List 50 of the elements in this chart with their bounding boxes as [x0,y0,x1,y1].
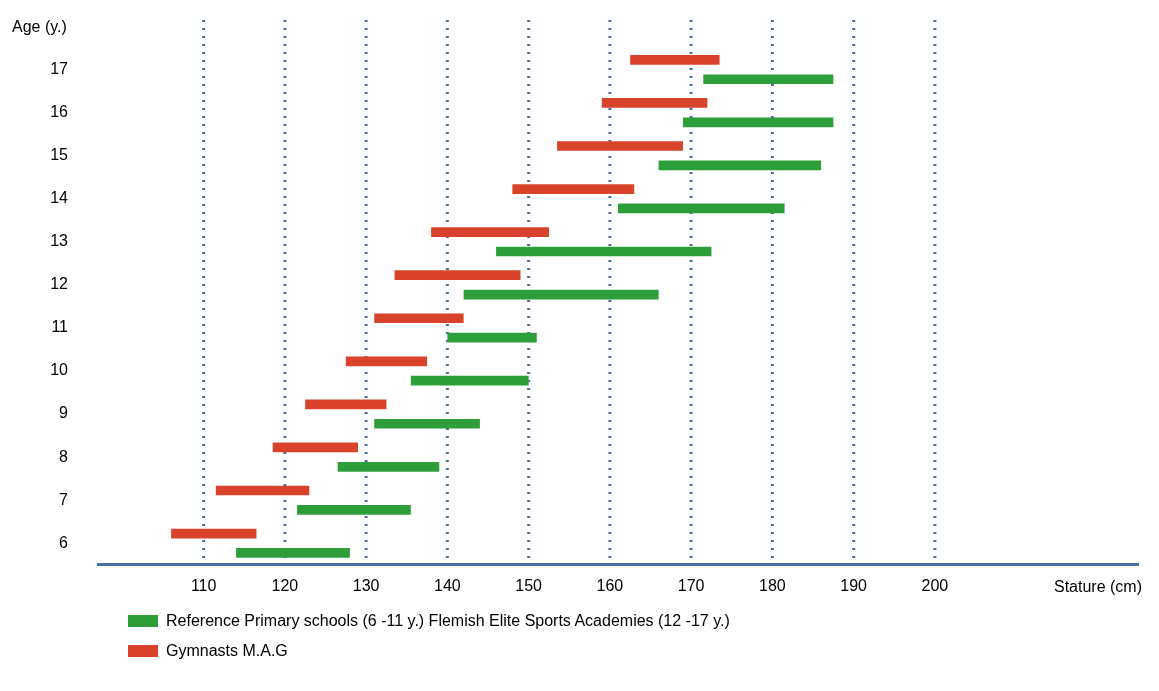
bar [374,418,480,429]
y-tick-label: 11 [51,318,69,336]
y-tick-label: 9 [59,404,69,422]
y-tick-label: 14 [50,189,69,207]
y-tick-label: 8 [59,447,69,465]
y-tick-label: 16 [50,103,69,121]
bar [630,55,720,65]
y-tick-label: 15 [50,146,69,164]
bar [618,203,785,214]
bar [410,375,529,386]
bar [431,227,549,237]
bar [447,332,537,343]
y-tick-label: 17 [50,59,69,77]
bar [272,442,358,453]
bar [374,313,464,324]
bar [305,399,387,410]
x-tick-label: 200 [921,576,949,594]
bar [512,184,635,194]
x-tick-label: 170 [677,576,705,594]
y-tick-label: 12 [50,275,69,293]
bar [171,528,257,539]
bar [215,485,310,496]
y-tick-label: 10 [50,361,69,379]
bar [236,548,350,558]
x-tick-label: 190 [840,576,868,594]
legend-label: Gymnasts M.A.G [166,642,288,660]
x-axis-title: Stature (cm) [1053,578,1142,596]
y-tick-label: 7 [59,490,69,508]
x-tick-label: 150 [515,576,543,594]
x-tick-label: 110 [190,576,217,594]
x-tick-label: 180 [759,576,786,594]
bar [394,270,521,281]
x-tick-label: 160 [596,576,624,594]
bar [496,246,712,257]
y-tick-label: 13 [50,232,69,250]
y-axis-title: Age (y.) [12,18,67,36]
x-tick-label: 130 [352,576,380,594]
bar [557,141,683,151]
bar [337,461,440,472]
bar [703,74,834,85]
bar [658,160,822,171]
bar [463,289,659,300]
legend-label: Reference Primary schools (6 -11 y.) Flemish Elite Sports Academies (12 -17 y.) [166,612,730,630]
x-tick-label: 120 [271,576,299,594]
x-tick-label: 140 [434,576,461,594]
y-tick-label: 6 [59,533,69,551]
bar [345,356,428,367]
bar [297,505,411,515]
bar [601,98,708,108]
bar [683,117,834,128]
